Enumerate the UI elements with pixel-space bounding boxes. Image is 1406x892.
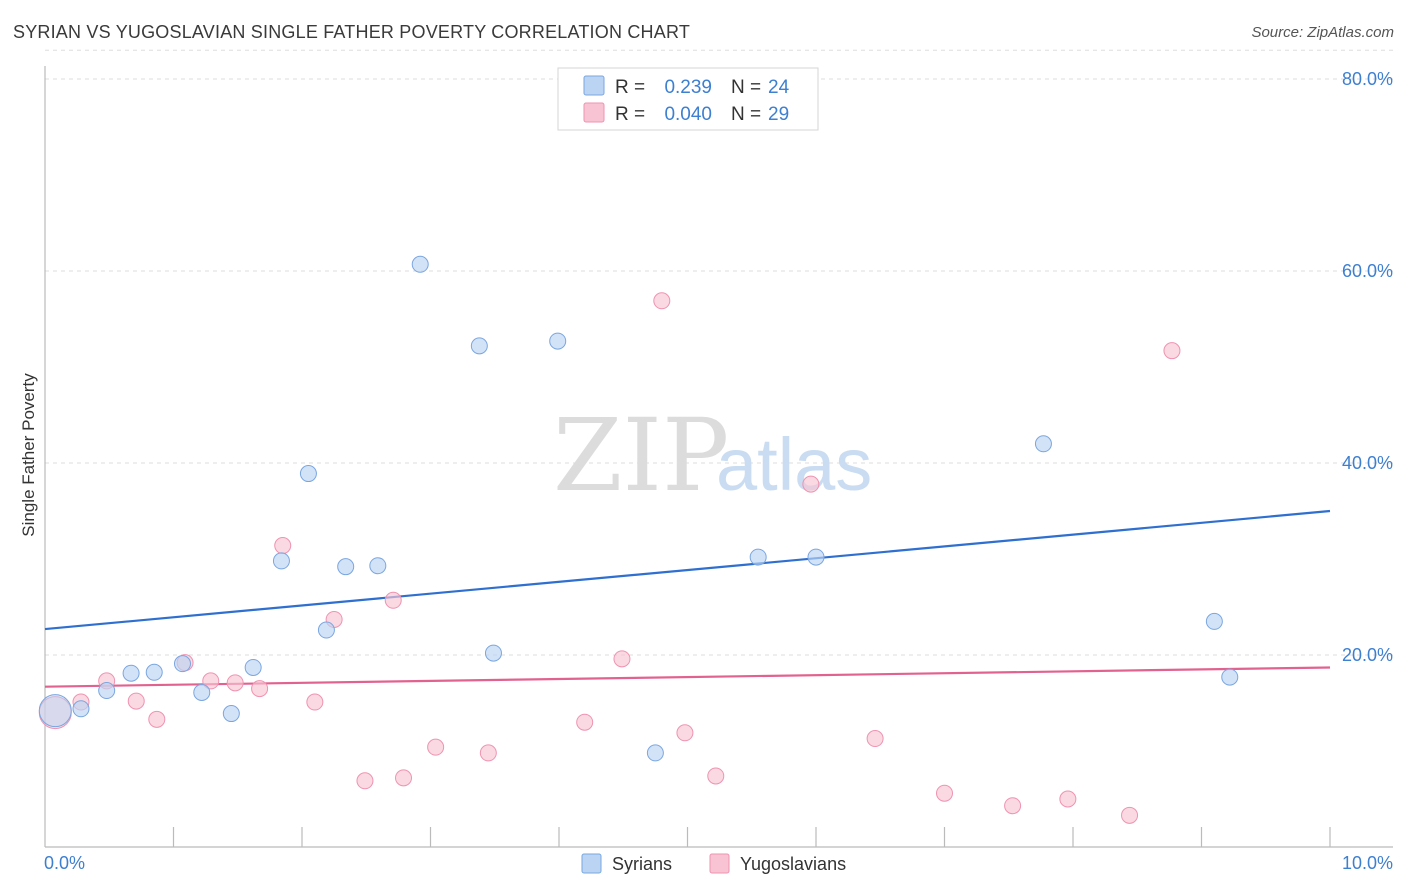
- yugoslavians-point: [1059, 790, 1077, 808]
- syrians-point: [244, 658, 262, 676]
- legend-n-value: 29: [768, 104, 789, 125]
- yugoslavians-point: [356, 772, 374, 790]
- syrians-point: [411, 255, 429, 273]
- points-layer: [38, 255, 1239, 824]
- y-axis-title: Single Father Poverty: [19, 373, 38, 537]
- grid-layer: [45, 49, 1393, 656]
- yugoslavians-point: [306, 693, 324, 711]
- yugoslavians-point: [613, 650, 631, 668]
- syrians-swatch-icon: [583, 75, 605, 96]
- yugoslavians-point: [707, 767, 725, 785]
- legend-n-value: 24: [768, 77, 790, 98]
- syrians-point: [193, 683, 211, 701]
- syrians-point: [38, 694, 72, 728]
- y-tick-label: 40.0%: [1342, 453, 1393, 473]
- yugoslavians-point: [866, 730, 884, 748]
- x-tick-label: 10.0%: [1342, 853, 1393, 873]
- syrians-point: [1205, 612, 1223, 630]
- syrians-point: [122, 664, 140, 682]
- yugoslavians-legend-icon: [709, 853, 730, 874]
- yugoslavians-point: [936, 784, 953, 802]
- y-tick-label: 80.0%: [1342, 69, 1393, 89]
- yugoslavians-point: [653, 292, 671, 310]
- yugoslavians-point: [127, 692, 145, 710]
- syrians-point: [749, 548, 767, 566]
- legend-r-label: R =: [615, 77, 645, 98]
- syrians-point: [72, 700, 90, 718]
- syrians-point: [173, 655, 191, 673]
- y-tick-label: 20.0%: [1342, 645, 1393, 665]
- yugoslavians-point: [202, 672, 220, 690]
- yugoslavians-point: [1121, 806, 1139, 824]
- watermark: ZIP atlas: [553, 397, 872, 514]
- legend-n-label: N =: [731, 77, 761, 98]
- syrians-point: [549, 332, 567, 350]
- syrians-point: [299, 465, 317, 483]
- yugoslavians-point: [384, 591, 402, 609]
- syrians-point: [646, 744, 664, 762]
- yugoslavians-point: [251, 680, 269, 698]
- yugoslavians-point: [1163, 342, 1181, 360]
- legend-series-yugoslavians: Yugoslavians: [740, 854, 846, 874]
- syrians-point: [222, 705, 240, 723]
- syrians-point: [1034, 435, 1052, 453]
- syrians-point: [470, 337, 488, 355]
- chart-title: SYRIAN VS YUGOSLAVIAN SINGLE FATHER POVE…: [13, 22, 691, 42]
- yugoslavians-point: [226, 674, 244, 692]
- yugoslavians-point: [427, 738, 445, 756]
- stats-legend: R = 0.239 N = 24 R = 0.040 N = 29: [557, 67, 819, 131]
- legend-n-label: N =: [731, 104, 761, 125]
- x-tick-label: 0.0%: [44, 853, 85, 873]
- yugoslavians-point: [1004, 797, 1022, 815]
- yugoslavians-point: [148, 710, 166, 728]
- legend-r-value: 0.239: [664, 77, 712, 98]
- series-legend: Syrians Yugoslavians: [581, 853, 846, 874]
- syrians-point: [317, 621, 335, 639]
- syrians-point: [145, 663, 163, 681]
- syrians-point: [1221, 668, 1239, 686]
- yugoslavians-point: [395, 769, 413, 787]
- syrians-point: [98, 682, 116, 700]
- syrians-point: [807, 548, 825, 566]
- trend-layer: [44, 509, 1331, 688]
- syrians-point: [484, 644, 502, 662]
- yugoslavians-point: [802, 475, 820, 493]
- syrians-point: [272, 552, 290, 570]
- y-tick-label: 60.0%: [1342, 261, 1393, 281]
- yugoslavians-point: [676, 724, 694, 742]
- yugoslavians-point: [576, 713, 594, 731]
- syrians-trend-line: [44, 509, 1331, 631]
- legend-r-value: 0.040: [664, 104, 712, 125]
- legend-series-syrians: Syrians: [612, 854, 672, 874]
- syrians-point: [369, 557, 387, 575]
- source-label: Source: ZipAtlas.com: [1251, 24, 1394, 41]
- syrians-legend-icon: [581, 853, 602, 874]
- yugoslavians-point: [479, 744, 497, 762]
- legend-r-label: R =: [615, 104, 645, 125]
- yugoslavians-swatch-icon: [583, 102, 605, 123]
- yugoslavians-point: [274, 537, 292, 555]
- tick-label-layer: 20.0% 40.0% 60.0% 80.0% 0.0% 10.0%: [44, 69, 1393, 873]
- syrians-point: [337, 558, 355, 576]
- watermark-zip: ZIP: [553, 397, 729, 514]
- watermark-atlas: atlas: [716, 423, 872, 506]
